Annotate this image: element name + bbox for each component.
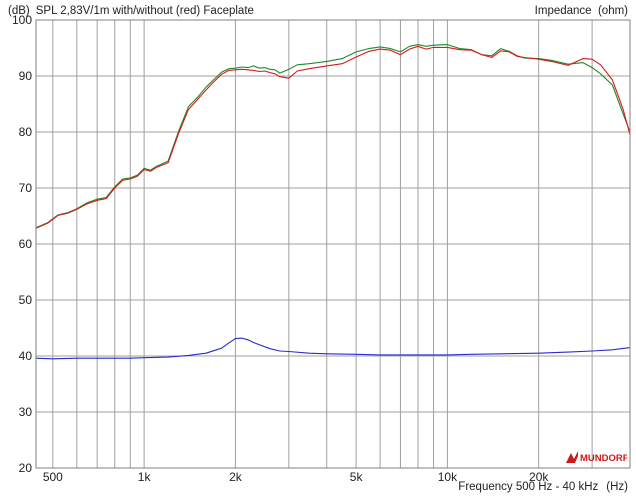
mundorf-logo: MUNDORF bbox=[566, 451, 627, 464]
y-tick-label: 100 bbox=[12, 13, 32, 27]
grid bbox=[36, 20, 630, 468]
y-tick-label: 70 bbox=[19, 181, 33, 195]
impedance-unit: (ohm) bbox=[597, 5, 628, 17]
x-axis-unit: (Hz) bbox=[606, 481, 628, 493]
right-axis-label: Impedance (ohm) bbox=[535, 5, 628, 17]
y-tick-label: 80 bbox=[19, 125, 33, 139]
y-tick-label: 60 bbox=[19, 237, 33, 251]
series-line-red bbox=[35, 45, 631, 229]
x-tick-label: 10k bbox=[438, 470, 458, 484]
x-tick-label: 2k bbox=[229, 470, 243, 484]
x-tick-label: 20k bbox=[529, 470, 549, 484]
y-tick-label: 20 bbox=[19, 461, 33, 475]
y-tick-label: 50 bbox=[19, 293, 33, 307]
y-tick-label: 90 bbox=[19, 69, 33, 83]
y-tick-label: 30 bbox=[19, 405, 33, 419]
x-tick-label: 1k bbox=[138, 470, 152, 484]
chart-title: SPL 2,83V/1m with/without (red) Faceplat… bbox=[35, 5, 254, 17]
y-unit: (dB) bbox=[8, 5, 30, 17]
plot-frame bbox=[35, 19, 631, 469]
x-axis-title: Frequency 500 Hz - 40 kHz bbox=[458, 481, 599, 493]
y-tick-labels: 20 30 40 50 60 70 80 90 100 bbox=[12, 13, 32, 475]
x-tick-label: 500 bbox=[43, 470, 63, 484]
logo-mark-icon bbox=[566, 451, 578, 463]
series-group bbox=[35, 44, 631, 360]
x-tick-label: 5k bbox=[350, 470, 364, 484]
x-axis-label: Frequency 500 Hz - 40 kHz (Hz) bbox=[458, 481, 628, 493]
x-tick-labels: 500 1k 2k 5k 10k 20k bbox=[43, 470, 550, 484]
logo-text: MUNDORF bbox=[580, 453, 627, 464]
y-tick-label: 40 bbox=[19, 349, 33, 363]
chart-header: (dB) SPL 2,83V/1m with/without (red) Face… bbox=[8, 5, 254, 17]
series-line-blue bbox=[35, 337, 631, 360]
impedance-label: Impedance bbox=[534, 5, 592, 17]
